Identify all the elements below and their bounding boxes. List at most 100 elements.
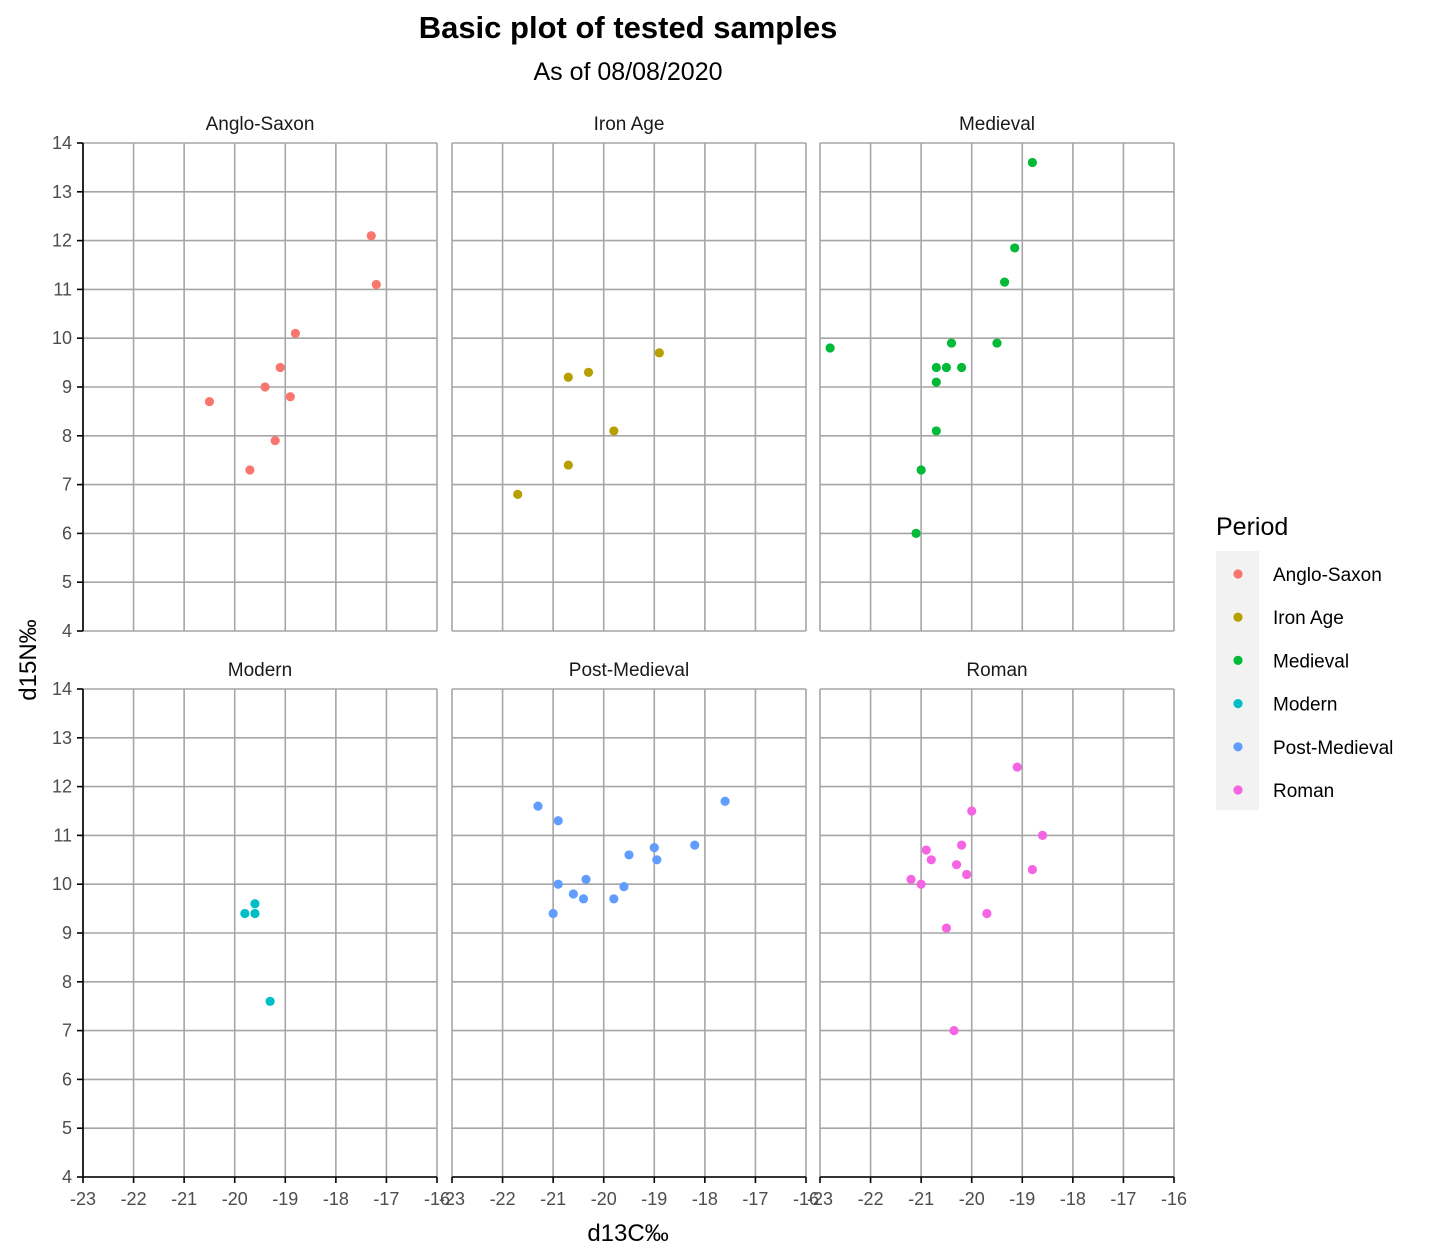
data-point-roman bbox=[941, 923, 952, 933]
legend-item-modern: Modern bbox=[1233, 695, 1337, 716]
y-tick-label: 12 bbox=[52, 231, 72, 251]
data-point-anglo-saxon bbox=[204, 397, 215, 407]
x-tick-label: -21 bbox=[908, 1189, 934, 1209]
facet-strip-label: Post-Medieval bbox=[569, 660, 689, 681]
legend-label: Roman bbox=[1273, 781, 1334, 802]
legend-label: Modern bbox=[1273, 695, 1337, 716]
facet-panel-anglo-saxon: Anglo-Saxon 4 5 6 7 8 9 10 11 12 13 14 bbox=[52, 114, 438, 641]
data-point-medieval bbox=[931, 362, 941, 373]
data-point-medieval bbox=[1027, 157, 1037, 168]
data-point-medieval bbox=[931, 426, 941, 436]
data-point-medieval bbox=[911, 528, 921, 539]
y-tick-label: 10 bbox=[52, 328, 72, 348]
x-tick-label: -17 bbox=[742, 1189, 768, 1209]
legend-key-background bbox=[1216, 551, 1259, 810]
x-tick-label: -22 bbox=[490, 1189, 516, 1209]
y-tick-label: 6 bbox=[62, 1069, 72, 1089]
x-tick-label: -21 bbox=[540, 1189, 566, 1209]
data-point-post-medieval bbox=[578, 894, 589, 904]
data-point-post-medieval bbox=[553, 879, 563, 889]
data-point-medieval bbox=[931, 377, 941, 387]
data-point-anglo-saxon bbox=[366, 231, 376, 241]
legend-key-marker bbox=[1233, 699, 1243, 709]
x-tick-label: -20 bbox=[222, 1189, 248, 1209]
chart-title: Basic plot of tested samples bbox=[419, 10, 838, 45]
legend-label: Anglo-Saxon bbox=[1273, 565, 1382, 586]
facet-strip-label: Medieval bbox=[959, 114, 1035, 135]
data-point-iron-age bbox=[563, 460, 573, 470]
data-point-medieval bbox=[999, 277, 1010, 287]
y-tick-label: 14 bbox=[52, 679, 72, 699]
data-point-roman bbox=[967, 806, 977, 816]
facet-strip-label: Modern bbox=[228, 660, 292, 681]
data-point-post-medieval bbox=[649, 843, 659, 853]
x-tick-label: -23 bbox=[70, 1189, 96, 1209]
data-point-roman bbox=[1037, 830, 1048, 841]
legend-item-post-medieval: Post-Medieval bbox=[1233, 738, 1393, 759]
data-point-anglo-saxon bbox=[275, 362, 285, 373]
data-point-modern bbox=[250, 908, 260, 919]
y-tick-label: 5 bbox=[62, 572, 72, 592]
y-tick-label: 4 bbox=[62, 1167, 72, 1187]
data-point-roman bbox=[906, 874, 916, 884]
y-tick-label: 14 bbox=[52, 133, 72, 153]
x-tick-label: -20 bbox=[959, 1189, 985, 1209]
facet-strip-label: Roman bbox=[966, 660, 1027, 681]
data-point-roman bbox=[916, 879, 926, 889]
data-point-roman bbox=[1027, 864, 1037, 875]
data-point-post-medieval bbox=[652, 855, 662, 865]
x-tick-label: -23 bbox=[439, 1189, 465, 1209]
data-point-post-medieval bbox=[548, 908, 558, 919]
x-tick-label: -16 bbox=[1161, 1189, 1187, 1209]
x-tick-label: -16 bbox=[793, 1189, 819, 1209]
x-tick-label: -18 bbox=[692, 1189, 718, 1209]
legend-item-iron-age: Iron Age bbox=[1233, 608, 1344, 629]
facet-panel-modern: Modern 4 5 6 7 8 9 10 11 12 13 14 -23 -22 -21 -20 -19 -18… bbox=[52, 660, 450, 1209]
data-point-post-medieval bbox=[568, 889, 578, 899]
y-tick-label: 5 bbox=[62, 1118, 72, 1138]
data-point-roman bbox=[962, 869, 972, 880]
x-tick-label: -22 bbox=[858, 1189, 884, 1209]
data-point-iron-age bbox=[513, 489, 523, 499]
legend-label: Iron Age bbox=[1273, 608, 1344, 629]
legend: Period Anglo-Saxon Iron Age Medieval Modern… bbox=[1216, 513, 1393, 810]
facet-panel-roman: Roman -23 -22 -21 -20 -19 -18 -17 -16 bbox=[807, 660, 1187, 1209]
x-tick-label: -19 bbox=[272, 1189, 298, 1209]
data-point-modern bbox=[265, 996, 275, 1006]
data-point-post-medieval bbox=[609, 894, 619, 904]
x-tick-label: -21 bbox=[171, 1189, 197, 1209]
data-point-iron-age bbox=[654, 348, 664, 358]
y-tick-label: 8 bbox=[62, 426, 72, 446]
data-point-medieval bbox=[957, 362, 967, 373]
y-tick-label: 4 bbox=[62, 621, 72, 641]
legend-key-marker bbox=[1233, 612, 1243, 622]
x-axis-title: d13C‰ bbox=[587, 1220, 668, 1247]
y-tick-label: 11 bbox=[53, 825, 72, 845]
y-tick-label: 7 bbox=[62, 475, 72, 495]
x-tick-label: -19 bbox=[1009, 1189, 1035, 1209]
data-point-anglo-saxon bbox=[270, 436, 280, 446]
y-tick-label: 6 bbox=[62, 523, 72, 543]
y-tick-label: 10 bbox=[52, 874, 72, 894]
data-point-post-medieval bbox=[619, 882, 629, 892]
legend-key-marker bbox=[1233, 785, 1243, 795]
legend-item-roman: Roman bbox=[1233, 781, 1334, 802]
y-tick-label: 9 bbox=[62, 377, 72, 397]
y-tick-label: 11 bbox=[53, 279, 72, 299]
data-point-anglo-saxon bbox=[290, 328, 300, 338]
facet-panels: Anglo-Saxon 4 5 6 7 8 9 10 11 12 13 14 Iron Age Medie… bbox=[52, 114, 1187, 1209]
x-tick-label: -17 bbox=[373, 1189, 399, 1209]
data-point-modern bbox=[250, 899, 260, 909]
data-point-iron-age bbox=[563, 372, 573, 382]
x-tick-label: -17 bbox=[1110, 1189, 1136, 1209]
data-point-post-medieval bbox=[581, 874, 591, 884]
data-point-anglo-saxon bbox=[245, 465, 255, 475]
data-point-post-medieval bbox=[720, 796, 730, 806]
legend-key-marker bbox=[1233, 655, 1243, 666]
chart-subtitle: As of 08/08/2020 bbox=[533, 58, 722, 86]
data-point-medieval bbox=[1010, 243, 1020, 253]
x-tick-label: -22 bbox=[121, 1189, 147, 1209]
data-point-roman bbox=[926, 855, 936, 865]
facet-panel-post-medieval: Post-Medieval -23 -22 -21 -20 -19 -18 -17 -16 bbox=[439, 660, 819, 1209]
